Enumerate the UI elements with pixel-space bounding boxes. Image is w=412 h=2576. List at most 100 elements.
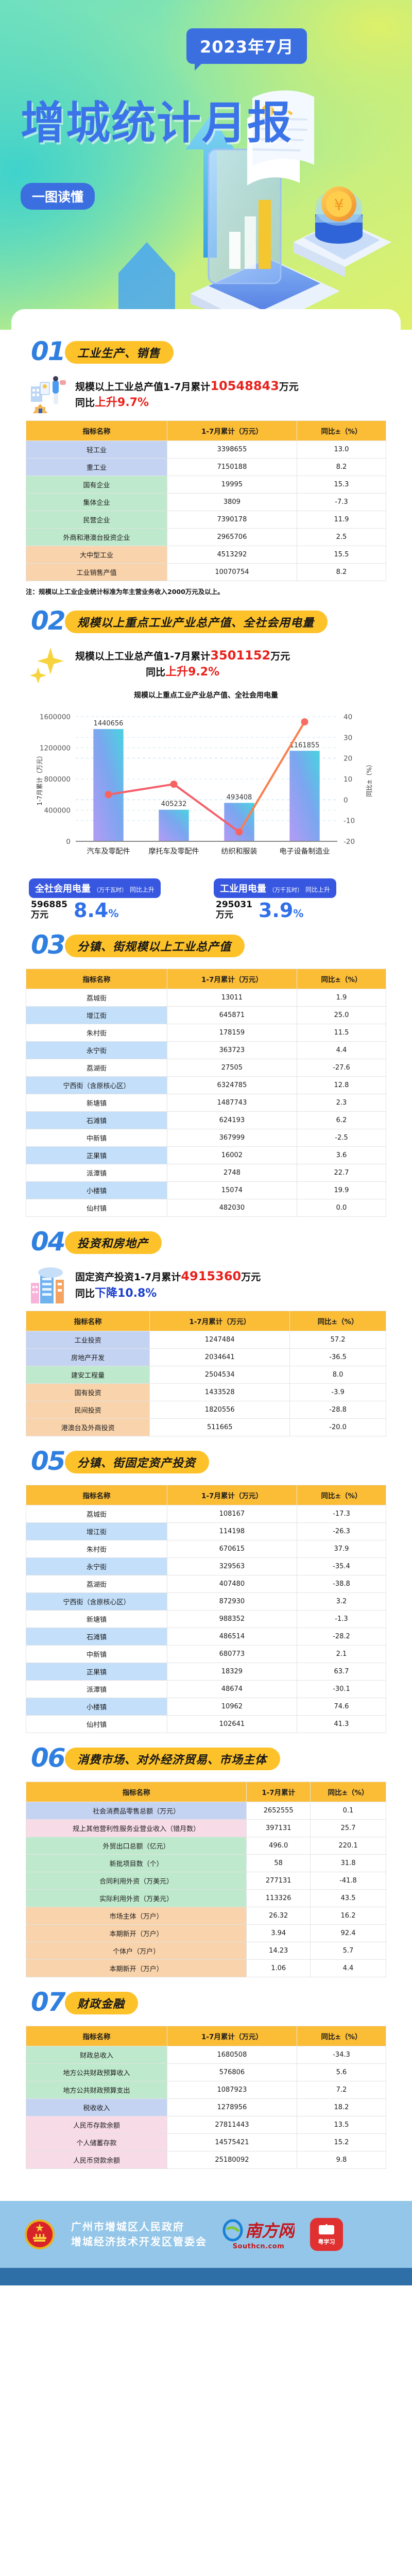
table-row: 中新镇 680773 2.1 xyxy=(26,1645,387,1664)
section-title-pill: 分镇、街固定资产投资 xyxy=(65,1451,210,1474)
table-row: 轻工业 3398655 13.0 xyxy=(26,440,387,459)
footer-gov-line2: 增城经济技术开发区管委会 xyxy=(71,2235,207,2248)
electricity-pill: 工业用电量 （万千瓦时） 同比上升 xyxy=(214,878,337,898)
section-header: 05 分镇、街固定资产投资 xyxy=(26,1448,386,1478)
cell-value: 496.0 xyxy=(246,1837,311,1855)
cell-yoy: 0.1 xyxy=(310,1802,386,1820)
tbody-06: 社会消费品零售总额（万元） 2652555 0.1 规上其他营利性服务业营业收入（错月… xyxy=(25,1802,386,1978)
cell-value: 407480 xyxy=(166,1575,297,1594)
cell-indicator-name: 新塘镇 xyxy=(26,1610,167,1629)
section-title: 分镇、街规模以上工业总产值 xyxy=(77,941,232,954)
table-row: 民间投资 1820556 -28.8 xyxy=(25,1401,386,1419)
cell-yoy: -38.8 xyxy=(296,1575,387,1594)
table-row: 外贸出口总额（亿元） 496.0 220.1 xyxy=(25,1837,386,1855)
cell-yoy: 57.2 xyxy=(289,1331,386,1349)
cell-indicator-name: 中新镇 xyxy=(26,1129,167,1147)
electricity-value-num: 295031 xyxy=(216,900,252,910)
statement-direction: 上升 xyxy=(95,396,118,410)
section-title: 财政金融 xyxy=(77,1998,125,2011)
cell-yoy: 4.4 xyxy=(296,1041,387,1060)
cell-value: 511665 xyxy=(149,1418,290,1437)
table-row: 国有企业 19995 15.3 xyxy=(26,476,387,494)
electricity-value-unit: 万元 xyxy=(31,909,48,920)
highlight-statement: 固定资产投资1-7月累计4915360万元 同比下降10.8% xyxy=(26,1265,386,1304)
cell-value: 108167 xyxy=(166,1505,297,1523)
section-title-pill: 分镇、街规模以上工业总产值 xyxy=(65,935,245,958)
svg-text:800000: 800000 xyxy=(44,775,71,784)
statement-text: 固定资产投资1-7月累计4915360万元 同比下降10.8% xyxy=(75,1267,261,1302)
chart-bars: 1440656 405232 493408 1161855 xyxy=(93,720,320,841)
chart-axes: 0 400000 800000 1200000 1600000 -20 -10 0 10 20 30… xyxy=(36,713,373,856)
statement-text: 规模以上工业总产值1-7月累计10548843万元 同比上升9.7% xyxy=(75,377,299,412)
electricity-value-unit: 万元 xyxy=(216,909,233,920)
table-row: 新塘镇 988352 -1.3 xyxy=(26,1610,387,1629)
svg-text:摩托车及零配件: 摩托车及零配件 xyxy=(149,847,199,856)
table-row: 本期新开（万户） 3.94 92.4 xyxy=(25,1924,386,1943)
section-number: 01 xyxy=(31,336,66,366)
section-header: 04 投资和房地产 xyxy=(26,1228,386,1258)
tbody-05: 荔城街 108167 -17.3 增江街 114198 -26.3 朱村街 670615 37.… xyxy=(26,1505,387,1734)
svg-text:电子设备制造业: 电子设备制造业 xyxy=(280,847,330,856)
cell-yoy: -36.5 xyxy=(289,1348,386,1367)
tbody-03: 荔城街 13011 1.9 增江街 645871 25.0 朱村街 178159 11.5 永宁街… xyxy=(26,989,387,1217)
table-row: 新批项目数（个） 58 31.8 xyxy=(25,1854,386,1873)
cell-indicator-name: 国有投资 xyxy=(25,1383,150,1402)
content-card: 01 工业生产、销售 xyxy=(11,309,401,2188)
cell-value: 1820556 xyxy=(149,1401,290,1419)
table-note: 注：规模以上工业企业统计标准为年主营业务收入2000万元及以上。 xyxy=(26,588,224,596)
table-row: 外商和港澳台投资企业 2965706 2.5 xyxy=(26,528,387,546)
table-row: 石滩镇 486514 -28.2 xyxy=(26,1628,387,1646)
cell-indicator-name: 石滩镇 xyxy=(26,1111,167,1130)
cell-yoy: 92.4 xyxy=(310,1924,386,1943)
electricity-body: 596885 万元 8.4% xyxy=(29,900,201,920)
footer-bottom-bar xyxy=(0,2268,412,2286)
cell-value: 3809 xyxy=(166,493,297,511)
table-row: 正果镇 18329 63.7 xyxy=(26,1663,387,1681)
cell-yoy: 5.7 xyxy=(310,1942,386,1960)
th-name: 指标名称 xyxy=(26,2026,167,2047)
cell-indicator-name: 荔城街 xyxy=(26,989,167,1007)
tbody-07: 财政总收入 1680508 -34.3 地方公共财政预算收入 576806 5.6 地方公共… xyxy=(26,2046,387,2170)
table-row: 地方公共财政预算支出 1087923 7.2 xyxy=(26,2081,387,2099)
southcn-logo: 南方网 Southcn.com xyxy=(222,2219,295,2250)
cell-value: 14.23 xyxy=(246,1942,311,1960)
statement-unit: 万元 xyxy=(279,381,299,393)
sparkle-icon xyxy=(30,645,70,684)
table-row: 荔湖街 27505 -27.6 xyxy=(26,1059,387,1077)
svg-text:0: 0 xyxy=(66,838,71,846)
cell-value: 872930 xyxy=(166,1592,297,1611)
section-number: 04 xyxy=(31,1227,66,1257)
page-title: 增城统计月报 xyxy=(21,97,293,149)
table-row: 房地产开发 2034641 -36.5 xyxy=(25,1348,386,1367)
cell-indicator-name: 荔城街 xyxy=(26,1505,167,1523)
cell-indicator-name: 仙村镇 xyxy=(26,1715,167,1734)
table-header-row: 指标名称 1-7月累计 同比±（%） xyxy=(25,1782,386,1803)
cell-yoy: 12.8 xyxy=(296,1076,387,1095)
table-header-row: 指标名称 1-7月累计（万元） 同比±（%） xyxy=(26,420,387,441)
table-row: 个体户（万户） 14.23 5.7 xyxy=(25,1942,386,1960)
footer-gov-line1: 广州市增城区人民政府 xyxy=(71,2221,184,2233)
statement-line2-lead: 同比 xyxy=(146,667,166,679)
table-row: 石滩镇 624193 6.2 xyxy=(26,1111,387,1130)
svg-text:1161855: 1161855 xyxy=(290,741,320,749)
electricity-trend: 同比上升 xyxy=(305,886,331,893)
section-header: 02 规模以上重点工业产业总产值、全社会用电量 xyxy=(26,607,386,637)
cell-indicator-name: 本期新开（万户） xyxy=(25,1959,247,1978)
cell-value: 27505 xyxy=(166,1059,297,1077)
cell-yoy: 1.9 xyxy=(296,989,387,1007)
cell-value: 482030 xyxy=(166,1199,297,1217)
cell-indicator-name: 人民币贷款余额 xyxy=(26,2151,167,2170)
cell-value: 3.94 xyxy=(246,1924,311,1943)
svg-text:1600000: 1600000 xyxy=(40,713,71,721)
electricity-label: 全社会用电量 xyxy=(35,884,91,894)
table-row: 工业销售产值 10070754 8.2 xyxy=(26,563,387,581)
svg-text:¥: ¥ xyxy=(334,196,344,214)
cell-yoy: 43.5 xyxy=(310,1889,386,1908)
table-row: 派潭镇 2748 22.7 xyxy=(26,1164,387,1182)
table-header-row: 指标名称 1-7月累计（万元） 同比±（%） xyxy=(26,969,387,990)
svg-text:400000: 400000 xyxy=(44,807,71,815)
table-row: 建安工程量 2504534 8.0 xyxy=(25,1366,386,1384)
electricity-pct-num: 3.9 xyxy=(258,899,294,922)
cell-value: 19995 xyxy=(166,476,297,494)
table-row: 增江街 645871 25.0 xyxy=(26,1006,387,1025)
